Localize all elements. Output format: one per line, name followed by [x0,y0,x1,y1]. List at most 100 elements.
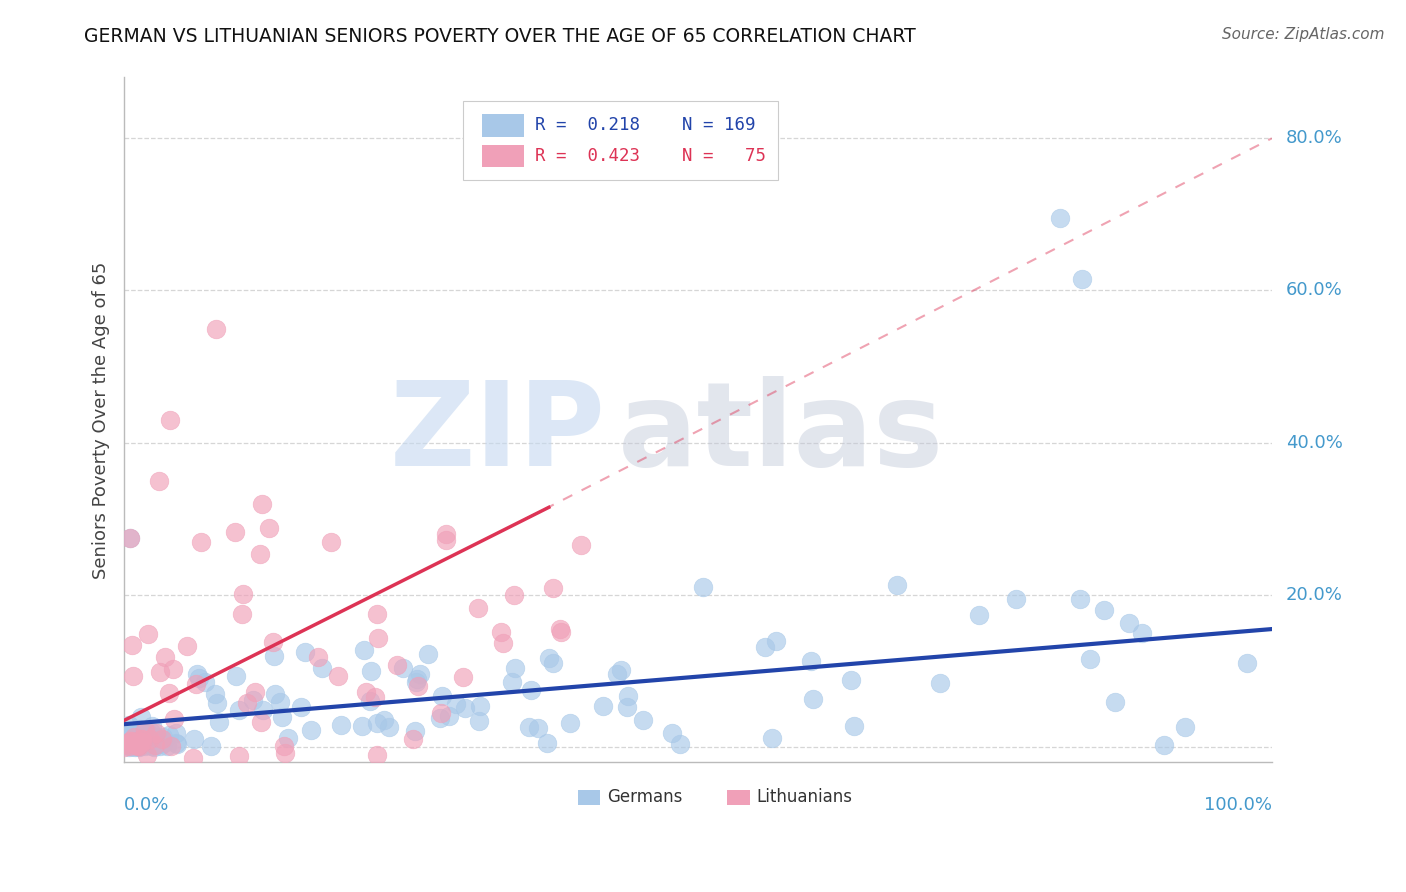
Point [152,730,174,744]
Point [271,710,294,724]
Point [157,728,180,742]
Point [617,690,640,704]
Point [128,739,150,754]
Point [801,692,824,706]
Point [273,739,295,754]
Point [360,664,382,678]
Point [754,640,776,654]
Point [1078,652,1101,666]
Point [121,737,143,751]
Point [121,739,143,753]
Point [148,737,170,751]
Point [453,670,475,684]
Point [122,736,145,750]
Text: Lithuanians: Lithuanians [756,789,852,806]
Point [569,538,592,552]
Point [120,734,142,748]
Point [517,720,540,734]
Point [409,666,432,681]
Point [122,733,145,747]
Point [467,600,489,615]
Point [135,735,157,749]
FancyBboxPatch shape [482,114,523,137]
Point [118,734,141,748]
Point [128,739,150,753]
Point [142,739,165,754]
Point [606,666,628,681]
Point [416,648,439,662]
Point [121,726,143,740]
Point [181,751,204,765]
Point [550,622,572,636]
Point [928,676,950,690]
Point [127,735,149,749]
Point [842,719,865,733]
Point [668,737,690,751]
Point [121,738,143,752]
Point [132,729,155,743]
Point [112,739,135,754]
Point [224,525,246,540]
Point [135,732,157,747]
Point [141,719,163,733]
Point [152,733,174,747]
Point [135,737,157,751]
Point [503,660,526,674]
Point [128,723,150,737]
Point [633,713,655,727]
Point [121,639,143,653]
Point [124,739,146,753]
Point [249,547,271,561]
Point [118,717,141,731]
Text: R =  0.218    N = 169: R = 0.218 N = 169 [536,116,755,135]
Point [128,737,150,751]
Point [165,726,187,740]
Point [350,719,373,733]
Point [232,587,254,601]
Point [592,698,614,713]
Point [269,695,291,709]
Y-axis label: Seniors Poverty Over the Age of 65: Seniors Poverty Over the Age of 65 [93,261,110,579]
Point [353,643,375,657]
Point [138,737,160,751]
Point [131,732,153,747]
Point [359,694,381,708]
Point [155,739,177,754]
Point [121,669,143,683]
Point [761,731,783,745]
FancyBboxPatch shape [578,789,600,805]
FancyBboxPatch shape [482,145,523,167]
Point [225,669,247,683]
Point [208,714,231,729]
Point [610,663,633,677]
Point [249,715,271,730]
Point [1092,603,1115,617]
Point [145,730,167,744]
Point [114,733,136,747]
Point [541,581,564,595]
Text: R =  0.423    N =   75: R = 0.423 N = 75 [536,146,766,164]
Point [183,731,205,746]
Point [194,674,217,689]
Point [1069,591,1091,606]
Point [1049,211,1071,226]
Point [231,607,253,621]
Point [159,413,181,427]
Point [124,739,146,754]
Point [404,724,426,739]
Point [127,738,149,752]
Point [115,735,138,749]
Point [205,696,228,710]
Point [252,702,274,716]
Point [886,578,908,592]
Point [330,717,353,731]
Point [1104,696,1126,710]
Point [148,732,170,747]
Point [124,735,146,749]
Point [392,661,415,675]
Point [558,716,581,731]
Point [114,732,136,747]
Point [364,690,387,704]
Point [115,737,138,751]
Point [131,734,153,748]
